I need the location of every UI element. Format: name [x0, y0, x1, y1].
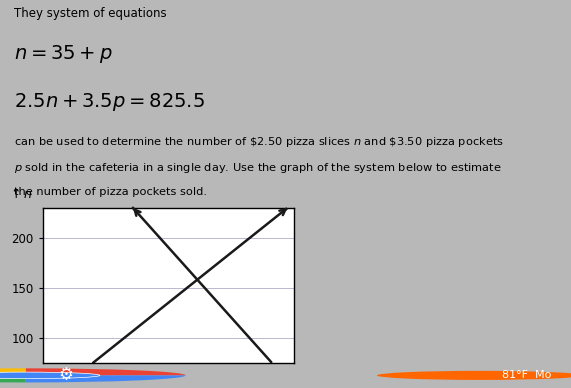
Text: $2.5\mathit{n}+3.5\mathit{p}=825.5$: $2.5\mathit{n}+3.5\mathit{p}=825.5$: [14, 91, 205, 113]
Wedge shape: [0, 376, 26, 383]
Wedge shape: [26, 368, 186, 376]
Wedge shape: [26, 376, 186, 383]
Text: $\mathit{p}$ sold in the cafeteria in a single day. Use the graph of the system : $\mathit{p}$ sold in the cafeteria in a …: [14, 161, 502, 175]
Text: $\mathit{n}=35+\mathit{p}$: $\mathit{n}=35+\mathit{p}$: [14, 43, 113, 66]
Circle shape: [0, 372, 100, 379]
Text: the number of pizza pockets sold.: the number of pizza pockets sold.: [14, 187, 207, 197]
Text: ⚙: ⚙: [58, 366, 73, 385]
Text: $\uparrow$$\mathit{n}$: $\uparrow$$\mathit{n}$: [7, 187, 32, 201]
Wedge shape: [0, 368, 26, 376]
Circle shape: [377, 371, 571, 380]
Text: can be used to determine the number of \$2.50 pizza slices $\mathit{n}$ and \$3.: can be used to determine the number of \…: [14, 135, 504, 149]
Text: 81°F  Mo: 81°F Mo: [502, 371, 552, 380]
Text: They system of equations: They system of equations: [14, 7, 167, 19]
